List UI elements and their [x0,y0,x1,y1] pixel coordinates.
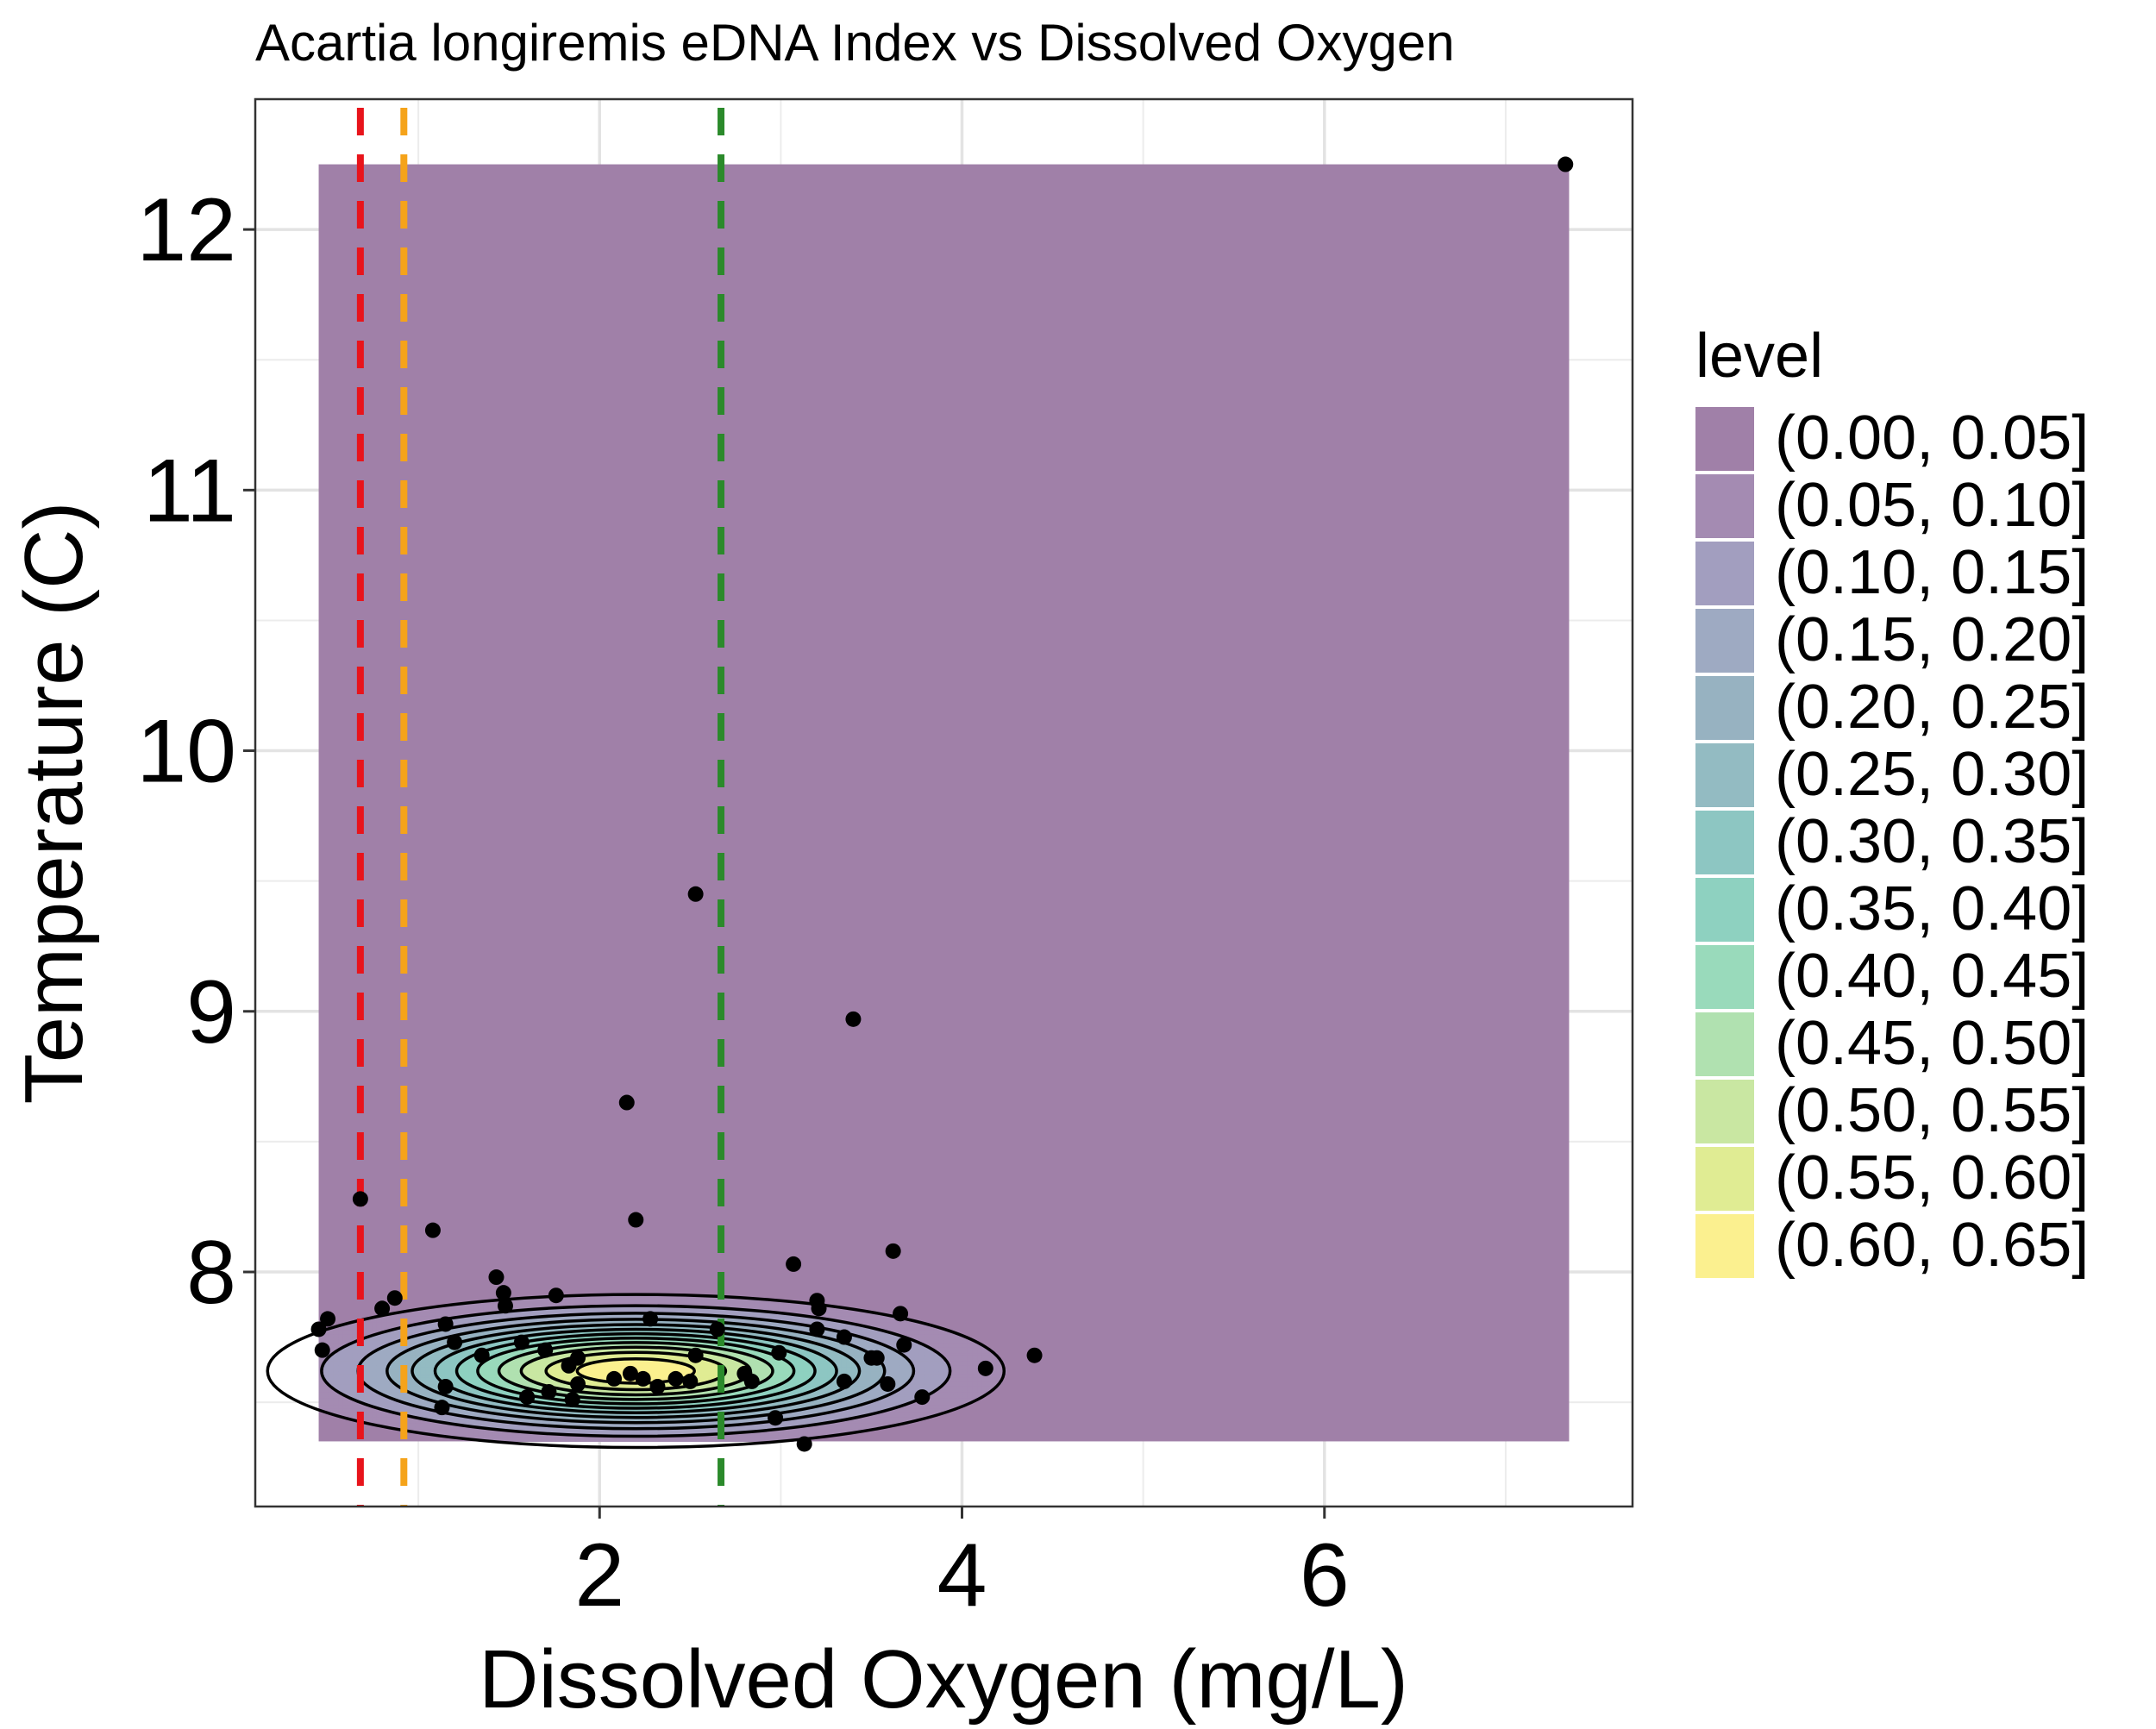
plot-area [255,99,1633,1507]
chart-title: Acartia longiremis eDNA Index vs Dissolv… [255,14,1455,72]
density-layer [319,165,1570,1442]
density-region [319,165,1570,1442]
